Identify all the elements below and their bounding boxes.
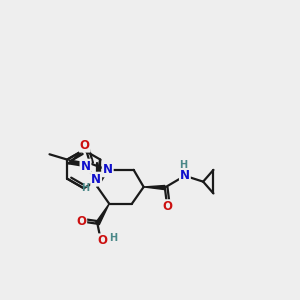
Text: O: O — [80, 139, 90, 152]
Text: O: O — [76, 215, 86, 228]
Text: N: N — [80, 160, 91, 172]
Text: N: N — [103, 164, 113, 176]
Text: N: N — [91, 173, 101, 186]
Text: O: O — [162, 200, 172, 213]
Text: H: H — [81, 183, 89, 193]
Polygon shape — [144, 185, 165, 190]
Text: O: O — [98, 234, 107, 247]
Text: H: H — [109, 233, 117, 244]
Polygon shape — [96, 204, 109, 225]
Text: H: H — [179, 160, 188, 170]
Text: N: N — [180, 169, 190, 182]
